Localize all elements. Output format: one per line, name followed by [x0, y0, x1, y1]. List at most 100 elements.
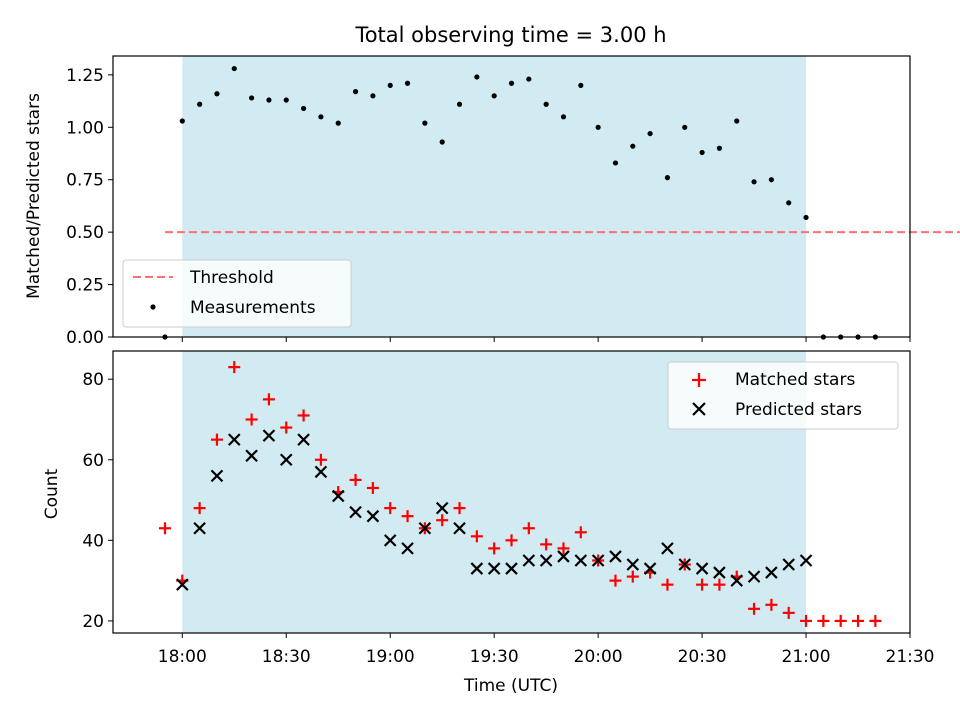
- measurement-point: [768, 177, 774, 183]
- measurement-point: [664, 175, 671, 181]
- predicted-star-point: [228, 433, 241, 446]
- predicted-star-point: [349, 505, 362, 519]
- predicted-legend-swatch: [692, 402, 706, 416]
- count-y-tick-label: 20: [82, 612, 104, 632]
- matched-star-point: [401, 510, 414, 523]
- matched-star-point: [158, 522, 171, 535]
- ratio-y-tick-label: 0.75: [66, 171, 104, 191]
- ratio-y-tick-label: 0.50: [66, 223, 104, 243]
- matched-star-point: [505, 534, 518, 547]
- predicted-star-point: [262, 429, 276, 442]
- matched-star-point: [488, 542, 501, 555]
- predicted-star-point: [210, 469, 224, 483]
- matched-star-point: [349, 473, 362, 486]
- matched-star-point: [852, 614, 865, 627]
- matched-star-point: [713, 578, 726, 591]
- measurement-point: [491, 93, 497, 99]
- count-x-tick-label: 19:30: [470, 647, 519, 667]
- predicted-star-point: [643, 562, 657, 575]
- ratio-legend: Threshold Measurements: [122, 259, 352, 328]
- predicted-star-point: [730, 574, 744, 587]
- count-axes-frame: [112, 350, 911, 634]
- predicted-star-point: [314, 465, 328, 479]
- measurements-legend-label: Measurements: [190, 298, 316, 318]
- ratio-y-tick-label: 0.00: [66, 328, 104, 348]
- predicted-star-point: [782, 558, 795, 571]
- predicted-star-point: [453, 521, 466, 535]
- predicted-star-point: [609, 550, 622, 563]
- count-y-tick-label: 80: [82, 370, 104, 390]
- measurement-point: [179, 118, 185, 124]
- count-x-tick-label: 19:00: [366, 647, 415, 667]
- time-x-axis-label: Time (UTC): [463, 676, 558, 696]
- measurement-point: [283, 97, 289, 103]
- predicted-star-point: [505, 562, 518, 575]
- count-x-tick-label: 21:00: [782, 647, 831, 667]
- matched-star-point: [574, 526, 587, 539]
- predicted-star-point: [245, 449, 258, 463]
- matched-star-point: [661, 578, 674, 591]
- count-x-tick-label: 20:00: [574, 647, 623, 667]
- ratio-y-tick-label: 0.25: [66, 276, 104, 296]
- matched-star-point: [262, 393, 275, 406]
- measurement-point: [699, 149, 705, 156]
- ratio-y-tick-label: 1.25: [66, 66, 104, 86]
- matched-star-point: [817, 614, 830, 627]
- ratio-y-axis-label: Matched/Predicted stars: [24, 93, 44, 299]
- matched-star-point: [436, 514, 449, 527]
- count-x-tick-label: 18:30: [262, 647, 311, 667]
- predicted-star-point: [661, 542, 674, 555]
- count-panel: 20 40 60 80 18:00 18:30 19:00 19:30 20:00 20:30 2…: [42, 350, 935, 696]
- count-x-tick-label: 18:00: [158, 647, 207, 667]
- predicted-star-point: [522, 554, 536, 567]
- measurement-point: [682, 124, 688, 130]
- matched-star-point: [297, 409, 310, 422]
- predicted-star-point: [765, 566, 778, 579]
- matched-star-point: [540, 538, 553, 551]
- measurement-point: [266, 97, 272, 103]
- measurement-point: [595, 124, 601, 130]
- matched-stars-points: [158, 361, 882, 627]
- matched-star-point: [765, 598, 778, 611]
- matched-legend-swatch: [692, 373, 706, 387]
- count-legend: Matched stars Predicted stars: [667, 361, 899, 430]
- count-y-tick-label: 40: [82, 531, 104, 551]
- ratio-y-tick-label: 1.00: [66, 118, 104, 138]
- matched-star-point: [834, 614, 847, 627]
- predicted-star-point: [383, 534, 397, 547]
- predicted-star-point: [626, 558, 640, 571]
- measurement-point: [456, 101, 463, 107]
- measurement-point: [803, 214, 809, 221]
- measurement-point: [387, 82, 393, 88]
- predicted-legend-label: Predicted stars: [735, 400, 862, 420]
- count-y-ticks: 20 40 60 80: [82, 370, 113, 632]
- count-x-ticks: 18:00 18:30 19:00 19:30 20:00 20:30 21:00 21:30: [158, 633, 935, 667]
- matched-star-point: [609, 574, 622, 587]
- predicted-star-point: [557, 550, 570, 563]
- predicted-star-point: [487, 562, 501, 575]
- ratio-legend-box: [122, 259, 352, 328]
- count-x-tick-label: 20:30: [678, 647, 727, 667]
- measurement-point: [249, 95, 255, 101]
- measurement-point: [214, 91, 220, 97]
- measurements-legend-swatch: [150, 304, 156, 310]
- predicted-star-point: [279, 453, 293, 467]
- predicted-stars-points: [176, 429, 813, 591]
- measurement-point: [318, 114, 324, 120]
- measurement-point: [578, 82, 584, 88]
- measurement-point: [370, 93, 376, 99]
- predicted-star-point: [799, 554, 813, 567]
- count-y-axis-label: Count: [42, 468, 62, 519]
- predicted-star-point: [418, 521, 432, 535]
- measurement-point: [474, 74, 480, 80]
- predicted-star-point: [193, 521, 206, 535]
- measurement-point: [751, 179, 757, 185]
- predicted-star-point: [401, 542, 414, 555]
- predicted-star-point: [176, 578, 189, 591]
- predicted-star-point: [366, 509, 380, 523]
- predicted-star-point: [713, 566, 726, 579]
- predicted-star-point: [435, 501, 449, 515]
- matched-legend-label: Matched stars: [735, 370, 855, 390]
- threshold-legend-label: Threshold: [189, 268, 274, 288]
